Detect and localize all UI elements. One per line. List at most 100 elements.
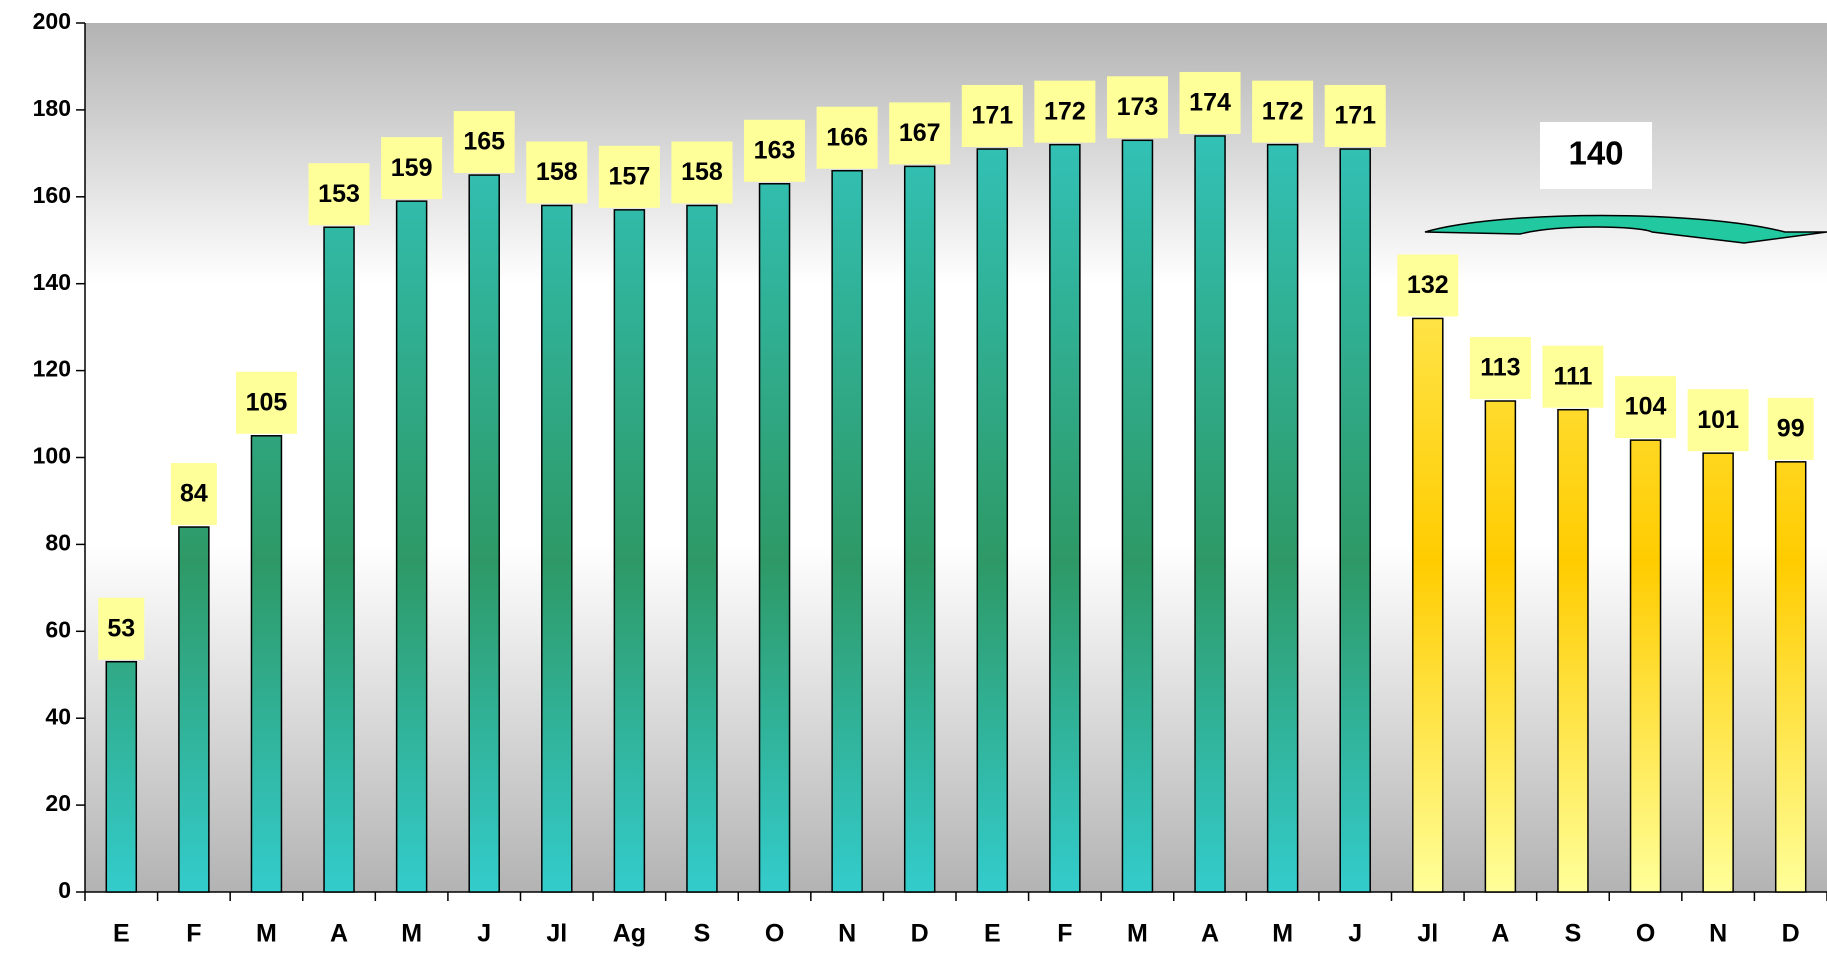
value-label-box <box>381 137 443 200</box>
x-tick-label: Ag <box>613 920 646 948</box>
x-tick-label: F <box>186 920 201 948</box>
value-label-box <box>235 371 297 434</box>
value-label: 157 <box>609 162 651 190</box>
annotation-box <box>1540 122 1652 189</box>
value-label-box <box>744 119 806 182</box>
bar <box>250 435 283 893</box>
x-tick-label: M <box>1272 920 1293 948</box>
value-label-box <box>1542 345 1604 408</box>
bar <box>831 169 863 893</box>
x-tick-label: Jl <box>1417 920 1438 948</box>
bar <box>1049 143 1081 893</box>
value-label-box <box>1397 254 1459 317</box>
x-tick-label: J <box>477 920 491 948</box>
x-tick-label: N <box>1709 920 1727 948</box>
value-label: 165 <box>463 128 505 156</box>
value-label: 174 <box>1189 89 1231 117</box>
y-tick-label: 60 <box>45 616 71 642</box>
bar <box>1339 148 1371 893</box>
x-tick-label: M <box>256 920 277 948</box>
bar <box>323 226 355 893</box>
value-label-box <box>308 163 370 226</box>
bar <box>903 165 936 893</box>
x-tick-label: E <box>984 920 1001 948</box>
value-label: 101 <box>1697 406 1739 434</box>
value-label-box <box>98 597 145 660</box>
bar <box>686 204 718 893</box>
x-tick-label: F <box>1057 920 1072 948</box>
y-tick-label: 160 <box>33 182 71 208</box>
value-label: 172 <box>1044 97 1086 125</box>
y-tick-label: 20 <box>45 790 71 816</box>
value-label: 153 <box>318 180 360 208</box>
value-label-box <box>961 85 1023 148</box>
value-label: 167 <box>899 119 941 147</box>
value-label: 99 <box>1777 414 1805 442</box>
value-label: 132 <box>1407 271 1449 299</box>
value-label-box <box>1179 71 1241 134</box>
y-tick-label: 100 <box>33 443 71 469</box>
x-tick-label: E <box>113 920 130 948</box>
bar <box>1774 461 1807 893</box>
value-label-box <box>816 106 878 169</box>
bar <box>1702 452 1734 893</box>
x-tick-label: M <box>401 920 422 948</box>
value-label: 84 <box>180 480 208 508</box>
value-label: 171 <box>1334 102 1376 130</box>
bar <box>105 660 138 893</box>
value-label: 172 <box>1262 97 1304 125</box>
bar <box>976 148 1009 893</box>
y-tick-label: 0 <box>58 877 71 903</box>
value-label: 159 <box>391 154 433 182</box>
bar <box>1121 139 1154 893</box>
value-label-box <box>1687 389 1749 452</box>
y-tick-label: 200 <box>33 8 71 34</box>
value-label: 171 <box>971 102 1013 130</box>
value-label: 104 <box>1625 393 1667 421</box>
bar <box>758 183 791 893</box>
bar <box>1557 408 1589 893</box>
value-label: 158 <box>681 158 723 186</box>
x-tick-label: D <box>911 920 929 948</box>
x-tick-label: J <box>1348 920 1362 948</box>
x-tick-label: O <box>1636 920 1655 948</box>
x-tick-label: D <box>1782 920 1800 948</box>
value-label-box <box>526 141 588 204</box>
x-tick-label: M <box>1127 920 1148 948</box>
x-tick-label: A <box>1491 920 1509 948</box>
bar <box>395 200 428 893</box>
value-label: 53 <box>107 614 135 642</box>
value-label-box <box>1106 76 1168 139</box>
value-label-box <box>1767 397 1814 460</box>
x-tick-label: S <box>694 920 711 948</box>
y-tick-label: 80 <box>45 529 71 555</box>
value-label-box <box>1034 80 1096 143</box>
bar <box>1194 135 1226 893</box>
bar <box>1412 317 1444 893</box>
value-label-box <box>598 145 660 208</box>
value-label: 163 <box>754 136 796 164</box>
value-label-box <box>1324 85 1386 148</box>
x-tick-label: N <box>838 920 856 948</box>
y-tick-label: 40 <box>45 703 71 729</box>
value-label: 173 <box>1117 93 1159 121</box>
x-tick-label: A <box>1201 920 1219 948</box>
value-label: 105 <box>246 388 288 416</box>
value-label-box <box>889 102 951 165</box>
bar <box>1266 143 1299 893</box>
value-label-box <box>1469 337 1531 400</box>
annotation-arrow <box>1424 214 1827 244</box>
value-label-box <box>671 141 733 204</box>
x-tick-label: A <box>330 920 348 948</box>
annotation: 140 <box>1568 135 1623 172</box>
y-tick-label: 120 <box>33 356 71 382</box>
value-label-box <box>453 111 515 174</box>
plot-background <box>85 23 1827 892</box>
value-label: 166 <box>826 123 868 151</box>
value-label: 158 <box>536 158 578 186</box>
value-label: 113 <box>1480 354 1520 382</box>
value-label-box <box>170 463 217 526</box>
x-tick-label: S <box>1565 920 1582 948</box>
value-label: 111 <box>1553 362 1592 390</box>
bar <box>541 204 573 893</box>
